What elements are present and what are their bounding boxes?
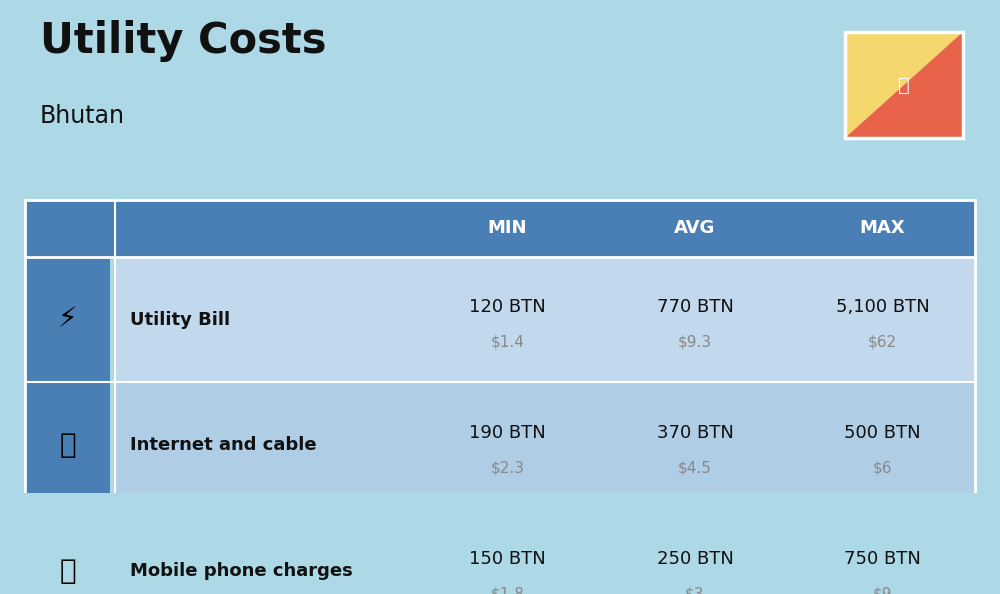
Polygon shape [845,32,963,138]
Text: 150 BTN: 150 BTN [469,549,546,568]
Text: 370 BTN: 370 BTN [657,424,733,442]
Text: Internet and cable: Internet and cable [130,437,317,454]
Text: 5,100 BTN: 5,100 BTN [836,298,929,316]
FancyBboxPatch shape [25,200,975,257]
Text: $2.3: $2.3 [490,460,524,476]
Text: MAX: MAX [860,219,905,237]
Text: $62: $62 [868,334,897,350]
FancyBboxPatch shape [115,383,975,508]
FancyBboxPatch shape [115,257,975,383]
Text: 190 BTN: 190 BTN [469,424,546,442]
Text: $9.3: $9.3 [678,334,712,350]
FancyBboxPatch shape [115,508,975,594]
Text: 120 BTN: 120 BTN [469,298,546,316]
Text: 500 BTN: 500 BTN [844,424,921,442]
Text: Mobile phone charges: Mobile phone charges [130,562,353,580]
Text: 750 BTN: 750 BTN [844,549,921,568]
Text: 📱: 📱 [59,557,76,585]
Text: $1.4: $1.4 [491,334,524,350]
Polygon shape [845,32,963,138]
Text: $3: $3 [685,586,705,594]
Text: Bhutan: Bhutan [40,103,125,128]
FancyBboxPatch shape [25,508,110,594]
Text: 250 BTN: 250 BTN [657,549,733,568]
Text: $6: $6 [873,460,892,476]
Text: $4.5: $4.5 [678,460,712,476]
Text: AVG: AVG [674,219,716,237]
Text: 📶: 📶 [59,431,76,459]
Text: 🐉: 🐉 [898,75,910,94]
Text: Utility Costs: Utility Costs [40,20,326,62]
Text: 770 BTN: 770 BTN [657,298,733,316]
Text: ⚡: ⚡ [58,305,77,333]
Text: $1.8: $1.8 [491,586,524,594]
Text: MIN: MIN [488,219,527,237]
Text: $9: $9 [873,586,892,594]
FancyBboxPatch shape [25,257,110,383]
Text: Utility Bill: Utility Bill [130,311,230,328]
FancyBboxPatch shape [25,383,110,508]
